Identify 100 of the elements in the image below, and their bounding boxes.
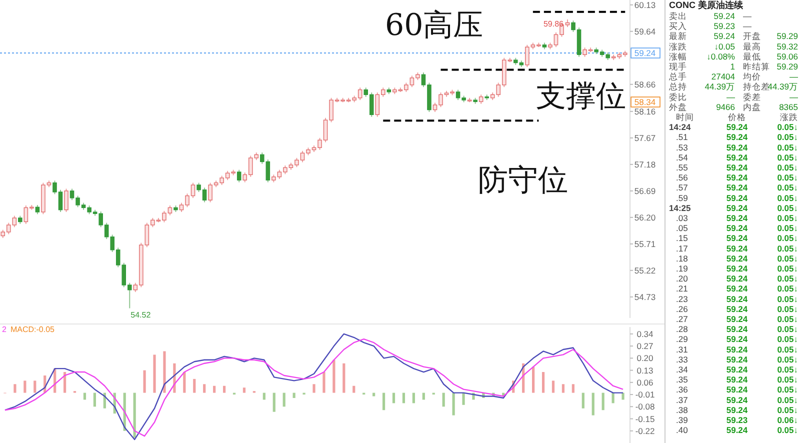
y-tick-label: 55.71 [634, 238, 656, 249]
text: 27404 [711, 72, 735, 82]
text: 开盘 [743, 31, 761, 42]
text: .29 [676, 334, 688, 344]
text: 0.05↓ [777, 223, 798, 234]
text: ↓0.05 [714, 41, 735, 52]
y-tick-label: -0.01 [635, 390, 655, 400]
text: .33 [676, 354, 688, 364]
text: 14:24 [669, 122, 691, 132]
text: .39 [676, 415, 688, 425]
text: 59.24 [726, 384, 748, 395]
y-tick-label: 54.73 [634, 292, 656, 302]
text: 59.29 [776, 31, 798, 42]
text: ↓0.08% [706, 51, 735, 62]
text: 59.24 [726, 364, 748, 374]
text: 最高 [743, 41, 761, 52]
text: 59.24 [726, 314, 748, 324]
text: .28 [676, 324, 688, 334]
y-tick-label: 0.13 [636, 365, 654, 376]
text: 委差 [743, 92, 761, 102]
text: 59.24 [726, 374, 748, 385]
text: 0.05↓ [777, 394, 798, 405]
text: .27 [676, 314, 688, 324]
text: 内盘 [743, 102, 761, 112]
text: 59.24 [726, 404, 748, 415]
text: 涨跌 [780, 112, 798, 122]
text: .15 [676, 233, 688, 244]
text: — [743, 21, 752, 32]
text: .51 [676, 132, 688, 142]
text: 59.06 [776, 51, 798, 62]
text: 0.05↓ [777, 404, 798, 415]
text: 0.05↓ [777, 192, 798, 203]
y-tick-label: 56.20 [634, 212, 656, 222]
text: 59.24 [726, 223, 748, 234]
text: .53 [676, 142, 688, 152]
text: .37 [676, 394, 688, 405]
text: 59.29 [776, 62, 798, 72]
text: 0.05↓ [777, 304, 798, 314]
ref-line-label: 59.24 [634, 48, 656, 58]
text: 0.05↓ [777, 182, 798, 193]
text: .56 [676, 172, 688, 183]
text: .59 [676, 192, 688, 203]
text: .20 [676, 274, 688, 284]
annotation: 60高压 [385, 8, 484, 43]
text: 0.05↓ [777, 314, 798, 324]
text: .17 [676, 243, 688, 254]
text: 最低 [743, 51, 761, 62]
text: 最新 [669, 31, 687, 42]
annotation: 59.86 [543, 19, 564, 28]
y-tick-label: 0.20 [636, 353, 654, 364]
y-tick-label: -0.22 [635, 426, 655, 436]
y-tick-label: 57.67 [634, 132, 656, 143]
text: .38 [676, 404, 688, 415]
text: 59.24 [726, 243, 748, 254]
text: 59.24 [726, 192, 748, 203]
text: 0.05↓ [777, 152, 798, 162]
text: 59.24 [726, 425, 748, 436]
y-tick-label: 0.06 [636, 377, 654, 388]
y-tick-label: 57.18 [634, 159, 656, 170]
text: 58.34 [634, 97, 656, 107]
text: 0.05↓ [777, 243, 798, 254]
text: 59.24 [726, 122, 748, 132]
text: 9466 [716, 102, 735, 112]
text: 涨幅 [669, 51, 687, 62]
text: 0.05↓ [777, 354, 798, 364]
y-tick-label: 58.16 [634, 106, 656, 116]
text: 59.24 [726, 344, 748, 354]
y-tick-label: 58.66 [634, 79, 656, 90]
text: 0.05↓ [777, 253, 798, 264]
text: 0.05↓ [777, 172, 798, 183]
text: 涨跌 [669, 41, 687, 52]
text: .03 [676, 213, 688, 223]
text: 0.06↓ [777, 415, 798, 425]
text: 59.24 [726, 394, 748, 405]
text: 持仓差 [743, 82, 770, 92]
text: 现手 [669, 62, 687, 72]
text: 59.24 [726, 142, 748, 152]
text: 总持 [669, 82, 687, 92]
text: 买入 [669, 21, 687, 32]
text: 0.05↓ [777, 324, 798, 334]
text: 44.39万 [768, 82, 798, 92]
chart-title: MACD:-0.05 [10, 325, 56, 334]
text: 59.24 [726, 202, 748, 213]
text: .23 [676, 294, 688, 304]
text: 59.24 [726, 233, 748, 244]
y-tick-label: -0.15 [635, 414, 655, 424]
text: 59.24 [726, 253, 748, 264]
text: 0.05↓ [777, 202, 798, 213]
text: .36 [676, 384, 688, 395]
text: 时间 [676, 112, 694, 122]
text: 价格 [728, 112, 746, 122]
text: 均价 [743, 72, 761, 82]
annotation: 54.52 [130, 310, 152, 320]
text: 0.05↓ [777, 344, 798, 354]
y-tick-label: 55.22 [634, 265, 656, 276]
text: CONC 美原油连续 [669, 0, 744, 10]
text: .26 [676, 304, 688, 314]
text: 0.05↓ [777, 334, 798, 344]
text: 59.32 [776, 41, 798, 52]
text: 59.24 [726, 152, 748, 162]
